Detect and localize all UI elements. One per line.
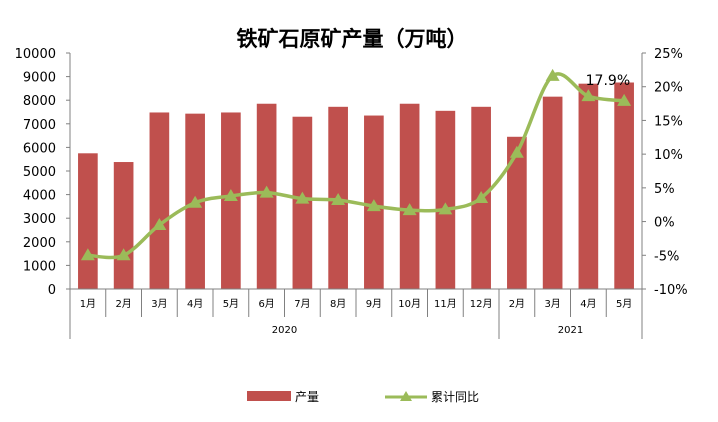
bar — [149, 112, 170, 289]
line-point — [331, 192, 346, 205]
chart-title: 铁矿石原矿产量（万吨） — [237, 26, 468, 51]
year-group-label: 2020 — [272, 325, 297, 336]
line-point — [545, 68, 560, 81]
right-tick-label: 0% — [654, 216, 675, 231]
right-tick-label: 25% — [654, 47, 683, 62]
left-tick-label: 3000 — [23, 212, 56, 227]
category-label: 8月 — [330, 298, 346, 310]
left-tick-label: 9000 — [23, 71, 56, 86]
category-label: 4月 — [580, 298, 596, 310]
right-tick-label: 20% — [654, 81, 683, 96]
line-point — [509, 145, 524, 158]
legend-swatch-bar — [247, 391, 291, 401]
legend: 产量 累计同比 — [247, 390, 479, 404]
category-label: 3月 — [151, 298, 167, 310]
bar — [578, 83, 599, 290]
category-label: 5月 — [223, 298, 239, 310]
bar — [614, 82, 634, 289]
category-label: 2月 — [509, 298, 525, 310]
category-label: 6月 — [258, 298, 274, 310]
left-tick-label: 1000 — [23, 259, 56, 274]
line-point — [259, 185, 274, 198]
series-line — [87, 72, 625, 260]
legend-marker-icon — [400, 391, 412, 401]
line-point — [295, 191, 310, 204]
legend-label-line: 累计同比 — [431, 390, 479, 404]
year-group-label: 2021 — [558, 325, 583, 336]
legend-label-bar: 产量 — [295, 390, 319, 404]
bar — [507, 136, 527, 289]
left-tick-label: 2000 — [23, 236, 56, 251]
bar — [435, 110, 456, 289]
category-label: 2月 — [115, 298, 131, 310]
category-label: 3月 — [544, 298, 560, 310]
category-label: 7月 — [294, 298, 310, 310]
left-tick-label: 6000 — [23, 141, 56, 156]
category-label: 12月 — [470, 298, 493, 310]
line-point — [366, 199, 381, 212]
right-tick-label: 10% — [654, 148, 683, 163]
right-tick-label: -5% — [654, 249, 679, 264]
category-label: 11月 — [434, 298, 457, 310]
line-point — [474, 190, 489, 203]
bar — [399, 103, 420, 290]
category-label: 9月 — [366, 298, 382, 310]
category-label: 5月 — [616, 298, 632, 310]
left-tick-label: 10000 — [15, 47, 56, 62]
plot-area: 0 1000 2000 3000 4000 5000 6000 7000 8000 9000 100… — [15, 47, 688, 339]
right-tick-label: 15% — [654, 114, 683, 129]
line-point — [223, 188, 238, 201]
category-label: 4月 — [187, 298, 203, 310]
category-label: 1月 — [80, 298, 96, 310]
line-point — [152, 217, 167, 230]
right-tick-label: 5% — [654, 182, 675, 197]
bar — [78, 153, 98, 289]
left-tick-label: 7000 — [23, 118, 56, 133]
left-tick-label: 4000 — [23, 189, 56, 204]
line-point — [80, 248, 95, 261]
line-point — [402, 203, 417, 216]
bar — [542, 96, 563, 289]
left-tick-label: 0 — [48, 283, 56, 298]
line-point — [116, 248, 131, 261]
right-tick-label: -10% — [654, 283, 688, 298]
line-point — [438, 202, 453, 215]
line-point — [617, 93, 632, 106]
line-point — [188, 195, 203, 208]
line-point — [581, 89, 596, 102]
left-tick-label: 8000 — [23, 94, 56, 109]
left-tick-label: 5000 — [23, 165, 56, 180]
bar — [113, 162, 134, 289]
data-label: 17.9% — [586, 73, 630, 89]
category-label: 10月 — [398, 298, 421, 310]
